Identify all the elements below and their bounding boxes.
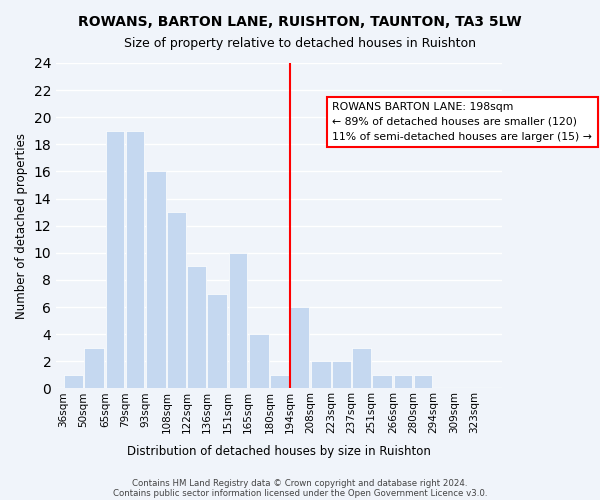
Text: Size of property relative to detached houses in Ruishton: Size of property relative to detached ho… — [124, 38, 476, 51]
Bar — [394, 375, 412, 388]
Bar — [64, 375, 83, 388]
Text: Contains HM Land Registry data © Crown copyright and database right 2024.: Contains HM Land Registry data © Crown c… — [132, 478, 468, 488]
Bar — [413, 375, 433, 388]
Bar — [372, 375, 392, 388]
Text: ROWANS, BARTON LANE, RUISHTON, TAUNTON, TA3 5LW: ROWANS, BARTON LANE, RUISHTON, TAUNTON, … — [78, 15, 522, 29]
Text: Contains public sector information licensed under the Open Government Licence v3: Contains public sector information licen… — [113, 488, 487, 498]
Bar — [290, 307, 309, 388]
Bar — [311, 362, 331, 388]
Bar — [167, 212, 186, 388]
Bar — [271, 375, 289, 388]
Bar — [106, 131, 124, 388]
Bar — [249, 334, 269, 388]
Y-axis label: Number of detached properties: Number of detached properties — [15, 132, 28, 318]
Bar — [84, 348, 104, 389]
Bar — [146, 172, 166, 388]
Bar — [187, 266, 206, 388]
Bar — [332, 362, 350, 388]
Bar — [352, 348, 371, 389]
Text: ROWANS BARTON LANE: 198sqm
← 89% of detached houses are smaller (120)
11% of sem: ROWANS BARTON LANE: 198sqm ← 89% of deta… — [332, 102, 592, 142]
Bar — [208, 294, 227, 388]
Bar — [229, 253, 247, 388]
Bar — [125, 131, 144, 388]
X-axis label: Distribution of detached houses by size in Ruishton: Distribution of detached houses by size … — [127, 444, 431, 458]
